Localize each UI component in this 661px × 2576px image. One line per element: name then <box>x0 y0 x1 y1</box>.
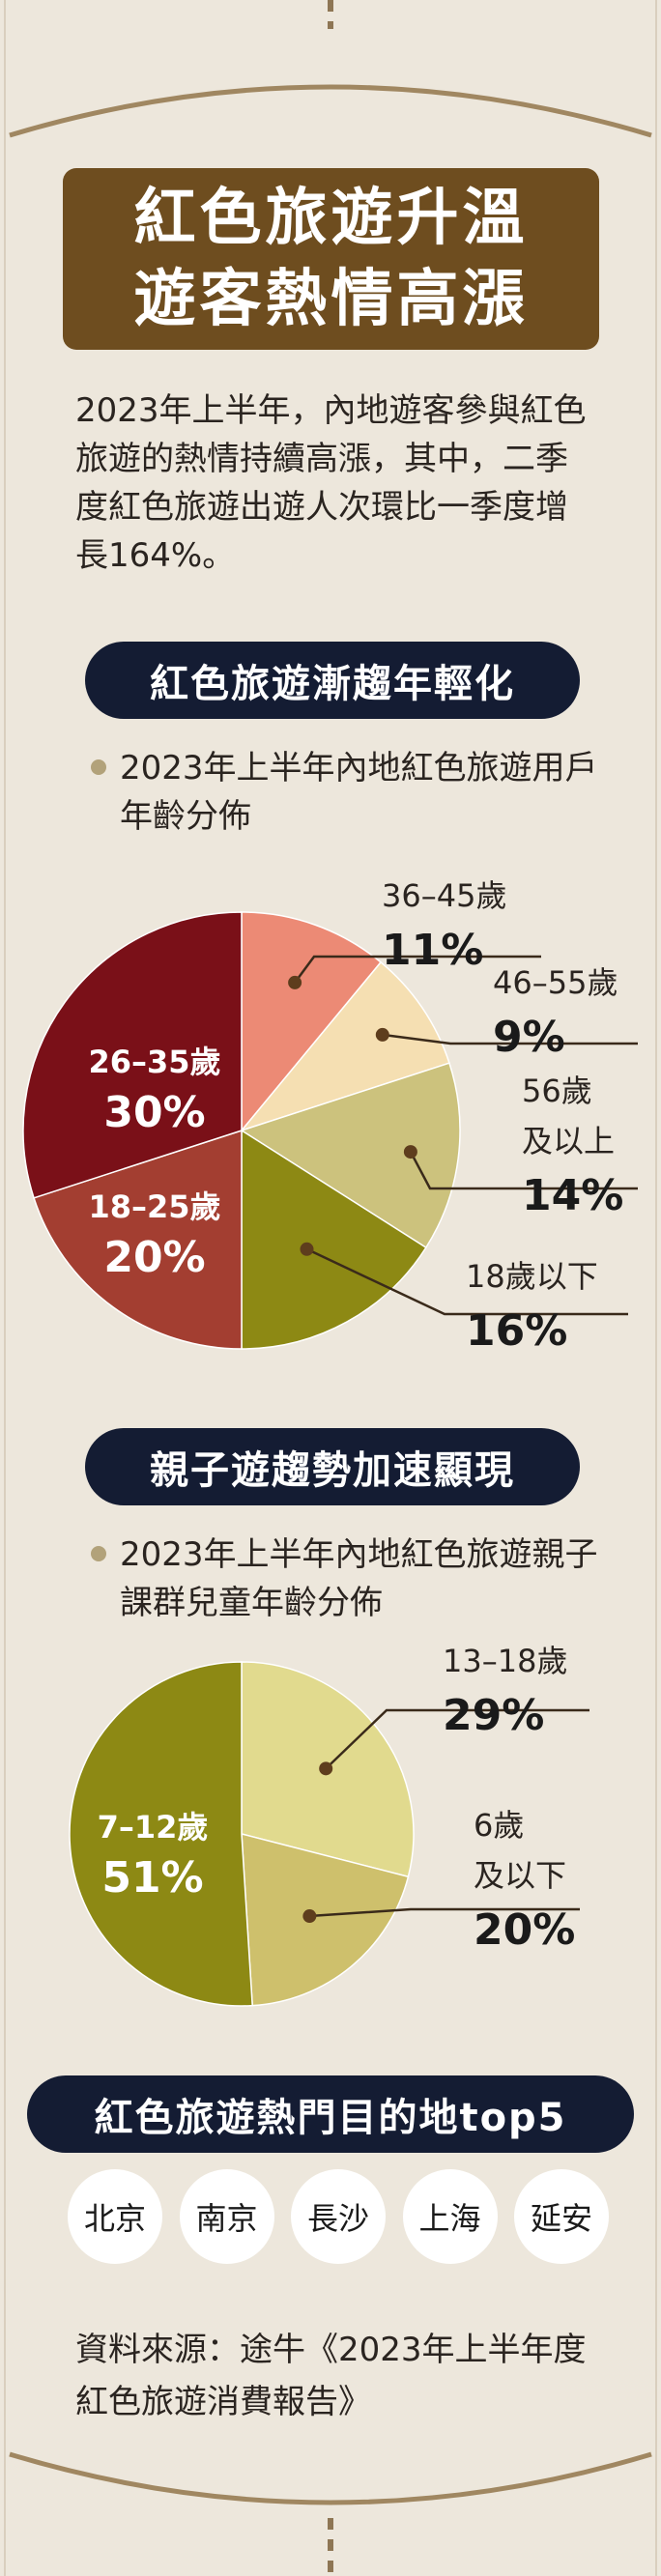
slice-value-label: 16% <box>466 1306 567 1356</box>
city-list: 北京 南京 長沙 上海 延安 <box>68 2169 609 2264</box>
leader-line <box>294 955 541 984</box>
pie-slice <box>241 1129 427 1350</box>
leader-line <box>325 1708 589 1770</box>
pie-slice <box>22 911 243 1199</box>
slice-category-label: 26–35歲 <box>88 1044 220 1080</box>
city-badge: 長沙 <box>291 2169 386 2264</box>
slice-value-label: 51% <box>101 1853 203 1903</box>
slice-category-label: 56歲 <box>522 1073 592 1109</box>
slice-value-label: 20% <box>474 1905 575 1955</box>
slice-category-label: 13–18歲 <box>443 1643 567 1679</box>
slice-value-label: 20% <box>103 1233 205 1282</box>
section-heading-family: 親子遊趨勢加速顯現 <box>85 1428 580 1505</box>
slice-value-label: 11% <box>382 926 483 975</box>
pie-slice <box>69 1661 253 2007</box>
bullet-dot <box>91 759 106 775</box>
slice-category-label: 7–12歲 <box>98 1809 209 1846</box>
source-note: 資料來源：途牛《2023年上半年度紅色旅遊消費報告》 <box>75 2331 587 2421</box>
leader-line <box>309 1907 580 1918</box>
leader-dot <box>302 1909 317 1924</box>
leader-dot <box>300 1242 314 1256</box>
title-line-2: 遊客熱情高漲 <box>133 264 529 335</box>
section-heading-destinations: 紅色旅遊熱門目的地top5 <box>27 2075 634 2153</box>
leader-dot <box>319 1761 333 1776</box>
pie-slice <box>239 960 450 1132</box>
pie-slice <box>33 1129 243 1350</box>
slice-category-label: 及以下 <box>474 1857 566 1894</box>
intro-text: 2023年上半年，內地遊客參與紅色旅遊的熱情持續高漲，其中，二季度紅色旅遊出遊人… <box>75 391 587 575</box>
slice-value-label: 29% <box>443 1691 544 1740</box>
leader-dot <box>403 1145 417 1159</box>
slice-category-label: 18歲以下 <box>466 1258 598 1295</box>
pie-slice <box>240 1062 461 1249</box>
chart1-subtitle: 2023年上半年內地紅色旅遊用戶年齡分佈 <box>120 749 598 836</box>
leader-line <box>382 1033 638 1045</box>
bullet-dot <box>91 1546 106 1561</box>
city-badge: 上海 <box>402 2169 498 2264</box>
title-box: 紅色旅遊升溫 遊客熱情高漲 <box>63 168 599 350</box>
leader-line <box>305 1247 628 1316</box>
leader-dot <box>375 1027 389 1042</box>
leader-line <box>409 1151 638 1190</box>
slice-category-label: 6歲 <box>474 1807 524 1844</box>
chart2-subtitle: 2023年上半年內地紅色旅遊親子課群兒童年齡分佈 <box>120 1535 598 1622</box>
city-badge: 南京 <box>179 2169 274 2264</box>
section-heading-youth: 紅色旅遊漸趨年輕化 <box>85 642 580 719</box>
pie-slice <box>241 1833 410 2007</box>
slice-category-label: 18–25歲 <box>88 1188 220 1225</box>
city-badge: 北京 <box>68 2169 162 2264</box>
city-badge: 延安 <box>514 2169 609 2264</box>
slice-category-label: 36–45歲 <box>382 877 506 914</box>
leader-dot <box>288 975 302 989</box>
slice-value-label: 30% <box>103 1088 205 1137</box>
slice-value-label: 14% <box>522 1171 623 1220</box>
slice-category-label: 及以上 <box>522 1123 615 1159</box>
slice-category-label: 46–55歲 <box>493 964 618 1001</box>
slice-value-label: 9% <box>493 1013 565 1062</box>
title-line-1: 紅色旅遊升溫 <box>133 183 529 254</box>
